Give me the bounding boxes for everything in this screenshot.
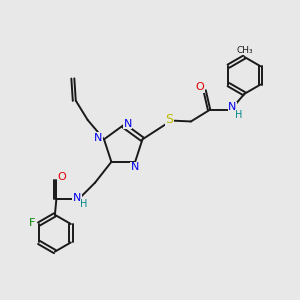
- Text: O: O: [57, 172, 66, 182]
- Text: N: N: [73, 193, 81, 202]
- Text: N: N: [131, 162, 139, 172]
- Text: CH₃: CH₃: [236, 46, 253, 55]
- Text: H: H: [80, 200, 88, 209]
- Text: F: F: [29, 218, 36, 227]
- Text: O: O: [196, 82, 204, 92]
- Text: S: S: [165, 113, 173, 126]
- Text: N: N: [228, 102, 237, 112]
- Text: N: N: [94, 133, 102, 143]
- Text: N: N: [124, 119, 132, 129]
- Text: H: H: [235, 110, 242, 120]
